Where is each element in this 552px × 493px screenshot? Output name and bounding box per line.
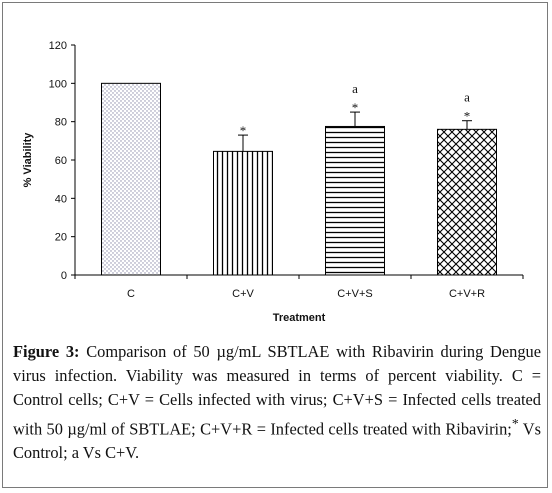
caption-label: Figure 3: — [13, 342, 80, 361]
y-tick-label: 40 — [55, 193, 67, 205]
figure-caption: Figure 3: Comparison of 50 µg/mL SBTLAE … — [13, 340, 541, 465]
significance-marker: a — [464, 90, 470, 105]
bar — [325, 125, 385, 276]
y-tick-label: 0 — [61, 270, 67, 282]
significance-marker: * — [464, 109, 471, 124]
y-tick-label: 100 — [49, 78, 67, 90]
x-tick-label: C — [127, 288, 135, 300]
bar — [213, 150, 273, 276]
y-tick-label: 80 — [55, 117, 67, 129]
chart-bars — [101, 82, 497, 276]
caption-text: Comparison of 50 µg/mL SBTLAE with Ribav… — [13, 342, 541, 439]
caption-sup: * — [511, 416, 519, 431]
x-tick-label: C+V+S — [337, 288, 372, 300]
y-tick-label: 20 — [55, 232, 67, 244]
y-tick-label: 120 — [49, 40, 67, 52]
significance-marker: * — [240, 123, 247, 138]
caption-tail: Vs Control; a Vs C+V. — [13, 419, 541, 463]
bar-chart: 0 20 40 60 80 100 120 C C+V * C+V+S * a C+V+R * a Treatm… — [22, 40, 524, 324]
figure-frame — [2, 2, 548, 488]
bar — [437, 128, 497, 276]
significance-marker: * — [352, 100, 359, 115]
y-axis-title: % Viability — [22, 132, 34, 188]
y-tick-label: 60 — [55, 155, 67, 167]
x-axis-title: Treatment — [273, 312, 326, 324]
x-tick-label: C+V — [232, 288, 254, 300]
bar — [101, 82, 161, 276]
chart-labels: 0 20 40 60 80 100 120 C C+V * C+V+S * a C+V+R * a Treatm… — [22, 40, 485, 324]
x-tick-label: C+V+R — [449, 288, 485, 300]
significance-marker: a — [352, 81, 358, 96]
